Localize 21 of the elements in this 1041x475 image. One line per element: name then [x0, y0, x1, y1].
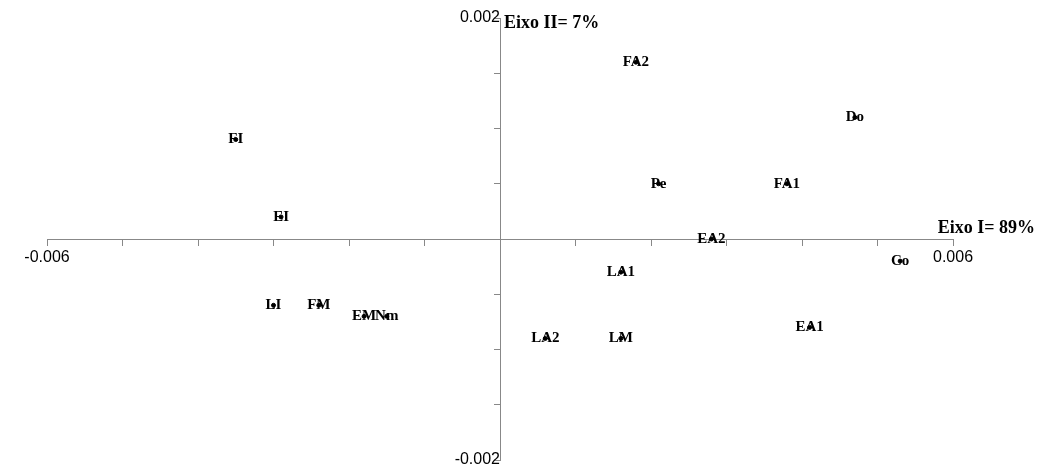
text: Pe [650, 174, 667, 191]
text: EM [352, 307, 377, 324]
text: LA2 [531, 329, 560, 346]
x-tick-label: 0.006 [932, 248, 974, 266]
text: LA1 [606, 263, 635, 280]
text: EI [273, 207, 290, 224]
text: FM [307, 296, 331, 313]
text: FI [228, 130, 244, 147]
text: Nm [375, 307, 399, 324]
text: LM [608, 329, 633, 346]
text: EA1 [795, 318, 824, 335]
text: Co [890, 251, 910, 268]
x-axis-title: Eixo I= 89% [937, 216, 1035, 237]
text: LI [265, 296, 282, 313]
x-tick-label: -0.006 [24, 248, 70, 266]
y-tick-label: 0.002 [459, 8, 501, 26]
y-tick-label: -0.002 [454, 450, 501, 468]
text: EA2 [697, 229, 726, 246]
text: FA1 [773, 174, 801, 191]
text: FA2 [622, 53, 650, 70]
y-axis-title: Eixo II= 7% [504, 11, 600, 32]
